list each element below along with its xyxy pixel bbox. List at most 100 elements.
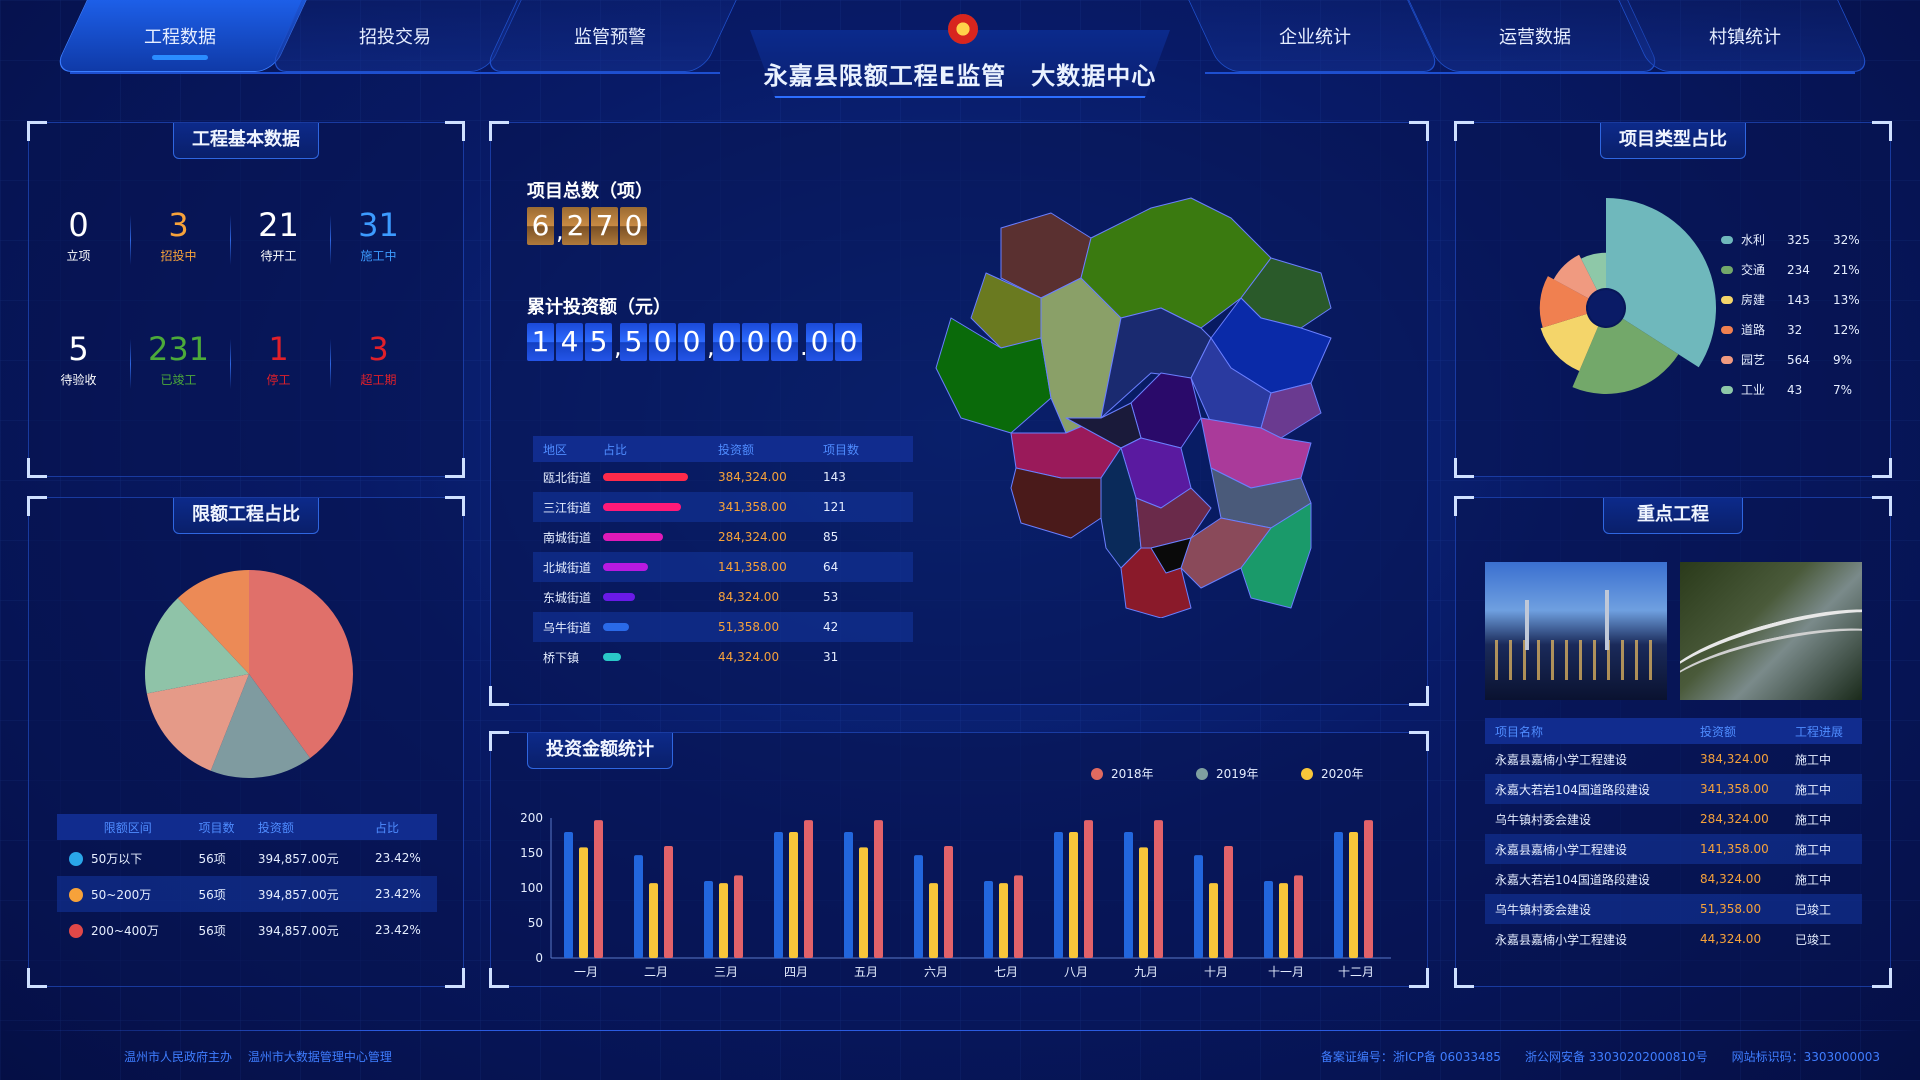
stat-item[interactable]: 5 待验收	[31, 331, 126, 388]
legend-item[interactable]: 2020年	[1301, 765, 1364, 782]
bar[interactable]	[804, 820, 813, 958]
y-tick-label: 100	[520, 881, 543, 895]
table-row[interactable]: 乌牛镇村委会建设 284,324.00 施工中	[1485, 804, 1862, 834]
legend-dot	[69, 888, 83, 902]
table-row[interactable]: 桥下镇 44,324.00 31	[533, 642, 913, 672]
legend-item[interactable]: 交通 234 21%	[1721, 261, 1860, 278]
project-photo-bridge[interactable]	[1680, 562, 1862, 700]
table-row[interactable]: 东城街道 84,324.00 53	[533, 582, 913, 612]
bar[interactable]	[1014, 875, 1023, 958]
legend-item[interactable]: 园艺 564 9%	[1721, 351, 1852, 368]
table-row[interactable]: 50万以下 56项 394,857.00元 23.42%	[57, 840, 437, 876]
bar[interactable]	[579, 847, 588, 958]
legend-item[interactable]: 工业 43 7%	[1721, 381, 1852, 398]
bar[interactable]	[564, 832, 573, 958]
bar[interactable]	[844, 832, 853, 958]
tab-operations[interactable]: 运营数据	[1425, 0, 1645, 74]
bar[interactable]	[634, 855, 643, 958]
region-amount: 384,324.00	[718, 470, 787, 484]
bar[interactable]	[1069, 832, 1078, 958]
stat-item[interactable]: 231 已竣工	[131, 331, 226, 388]
table-row[interactable]: 瓯北街道 384,324.00 143	[533, 462, 913, 492]
bar[interactable]	[914, 855, 923, 958]
table-row[interactable]: 南城街道 284,324.00 85	[533, 522, 913, 552]
bar[interactable]	[1084, 820, 1093, 958]
bar[interactable]	[1294, 875, 1303, 958]
legend-item[interactable]: 水利 325 32%	[1721, 231, 1860, 248]
bar[interactable]	[734, 875, 743, 958]
bar[interactable]	[774, 832, 783, 958]
bar[interactable]	[984, 881, 993, 958]
bar[interactable]	[1264, 881, 1273, 958]
bar[interactable]	[1194, 855, 1203, 958]
bar[interactable]	[664, 846, 673, 958]
region-bar-cell	[593, 522, 708, 552]
bar[interactable]	[999, 883, 1008, 958]
legend-item[interactable]: 2019年	[1196, 765, 1259, 782]
pie-slice[interactable]	[177, 570, 249, 674]
legend-name: 水利	[1741, 233, 1766, 247]
pie-slice[interactable]	[249, 570, 354, 759]
bar[interactable]	[1279, 883, 1288, 958]
rose-slice[interactable]	[1540, 313, 1599, 372]
rose-slice[interactable]	[1553, 254, 1597, 299]
bar[interactable]	[789, 832, 798, 958]
bar[interactable]	[1139, 847, 1148, 958]
legend-item[interactable]: 2018年	[1091, 765, 1154, 782]
tab-project-data[interactable]: 工程数据	[70, 0, 290, 74]
rose-slice[interactable]	[1572, 318, 1679, 394]
table-row[interactable]: 永嘉县嘉楠小学工程建设 384,324.00 施工中	[1485, 744, 1862, 774]
pie-slice[interactable]	[146, 674, 249, 771]
table-row[interactable]: 永嘉大若岩104国道路段建设 341,358.00 施工中	[1485, 774, 1862, 804]
project-photo-refinery[interactable]	[1485, 562, 1667, 700]
table-row[interactable]: 乌牛街道 51,358.00 42	[533, 612, 913, 642]
bar[interactable]	[649, 883, 658, 958]
bar[interactable]	[1154, 820, 1163, 958]
stat-value: 3	[368, 330, 389, 368]
table-row[interactable]: 北城街道 141,358.00 64	[533, 552, 913, 582]
bar[interactable]	[859, 847, 868, 958]
tab-supervision[interactable]: 监管预警	[500, 0, 720, 74]
stat-item[interactable]: 21 待开工	[231, 207, 326, 264]
rose-slice[interactable]	[1539, 276, 1589, 328]
bar[interactable]	[1209, 883, 1218, 958]
pie-slice[interactable]	[210, 674, 311, 778]
tab-enterprise[interactable]: 企业统计	[1205, 0, 1425, 74]
stat-item[interactable]: 0 立项	[31, 207, 126, 264]
legend-item[interactable]: 房建 143 13%	[1721, 291, 1860, 308]
bar[interactable]	[1224, 846, 1233, 958]
tab-bidding[interactable]: 招投交易	[285, 0, 505, 74]
legend-pct: 21%	[1833, 262, 1860, 277]
bar[interactable]	[1124, 832, 1133, 958]
panel-title: 投资金额统计	[527, 733, 673, 769]
rose-slice[interactable]	[1581, 252, 1606, 291]
stat-item[interactable]: 3 超工期	[331, 331, 426, 388]
bar[interactable]	[719, 883, 728, 958]
bar[interactable]	[874, 820, 883, 958]
legend-item[interactable]: 道路 32 12%	[1721, 321, 1860, 338]
stat-item[interactable]: 3 招投中	[131, 207, 226, 264]
table-row[interactable]: 永嘉县嘉楠小学工程建设 44,324.00 已竣工	[1485, 924, 1862, 954]
table-row[interactable]: 50~200万 56项 394,857.00元 23.42%	[57, 876, 437, 912]
stat-item[interactable]: 1 停工	[231, 331, 326, 388]
bar[interactable]	[929, 883, 938, 958]
table-row[interactable]: 三江街道 341,358.00 121	[533, 492, 913, 522]
bar[interactable]	[704, 881, 713, 958]
bar[interactable]	[1334, 832, 1343, 958]
bar[interactable]	[1054, 832, 1063, 958]
table-row[interactable]: 200~400万 56项 394,857.00元 23.42%	[57, 912, 437, 948]
pie-slice[interactable]	[145, 598, 249, 694]
stat-item[interactable]: 31 施工中	[331, 207, 426, 264]
bar[interactable]	[594, 820, 603, 958]
county-map[interactable]	[891, 168, 1391, 618]
region-count: 143	[823, 470, 846, 484]
table-row[interactable]: 永嘉县嘉楠小学工程建设 141,358.00 施工中	[1485, 834, 1862, 864]
table-row[interactable]: 永嘉大若岩104国道路段建设 84,324.00 施工中	[1485, 864, 1862, 894]
tab-villages[interactable]: 村镇统计	[1635, 0, 1855, 74]
bar[interactable]	[944, 846, 953, 958]
counter-digit: 0	[835, 323, 862, 361]
table-row[interactable]: 乌牛镇村委会建设 51,358.00 已竣工	[1485, 894, 1862, 924]
bar[interactable]	[1349, 832, 1358, 958]
rose-slice[interactable]	[1606, 198, 1716, 368]
bar[interactable]	[1364, 820, 1373, 958]
